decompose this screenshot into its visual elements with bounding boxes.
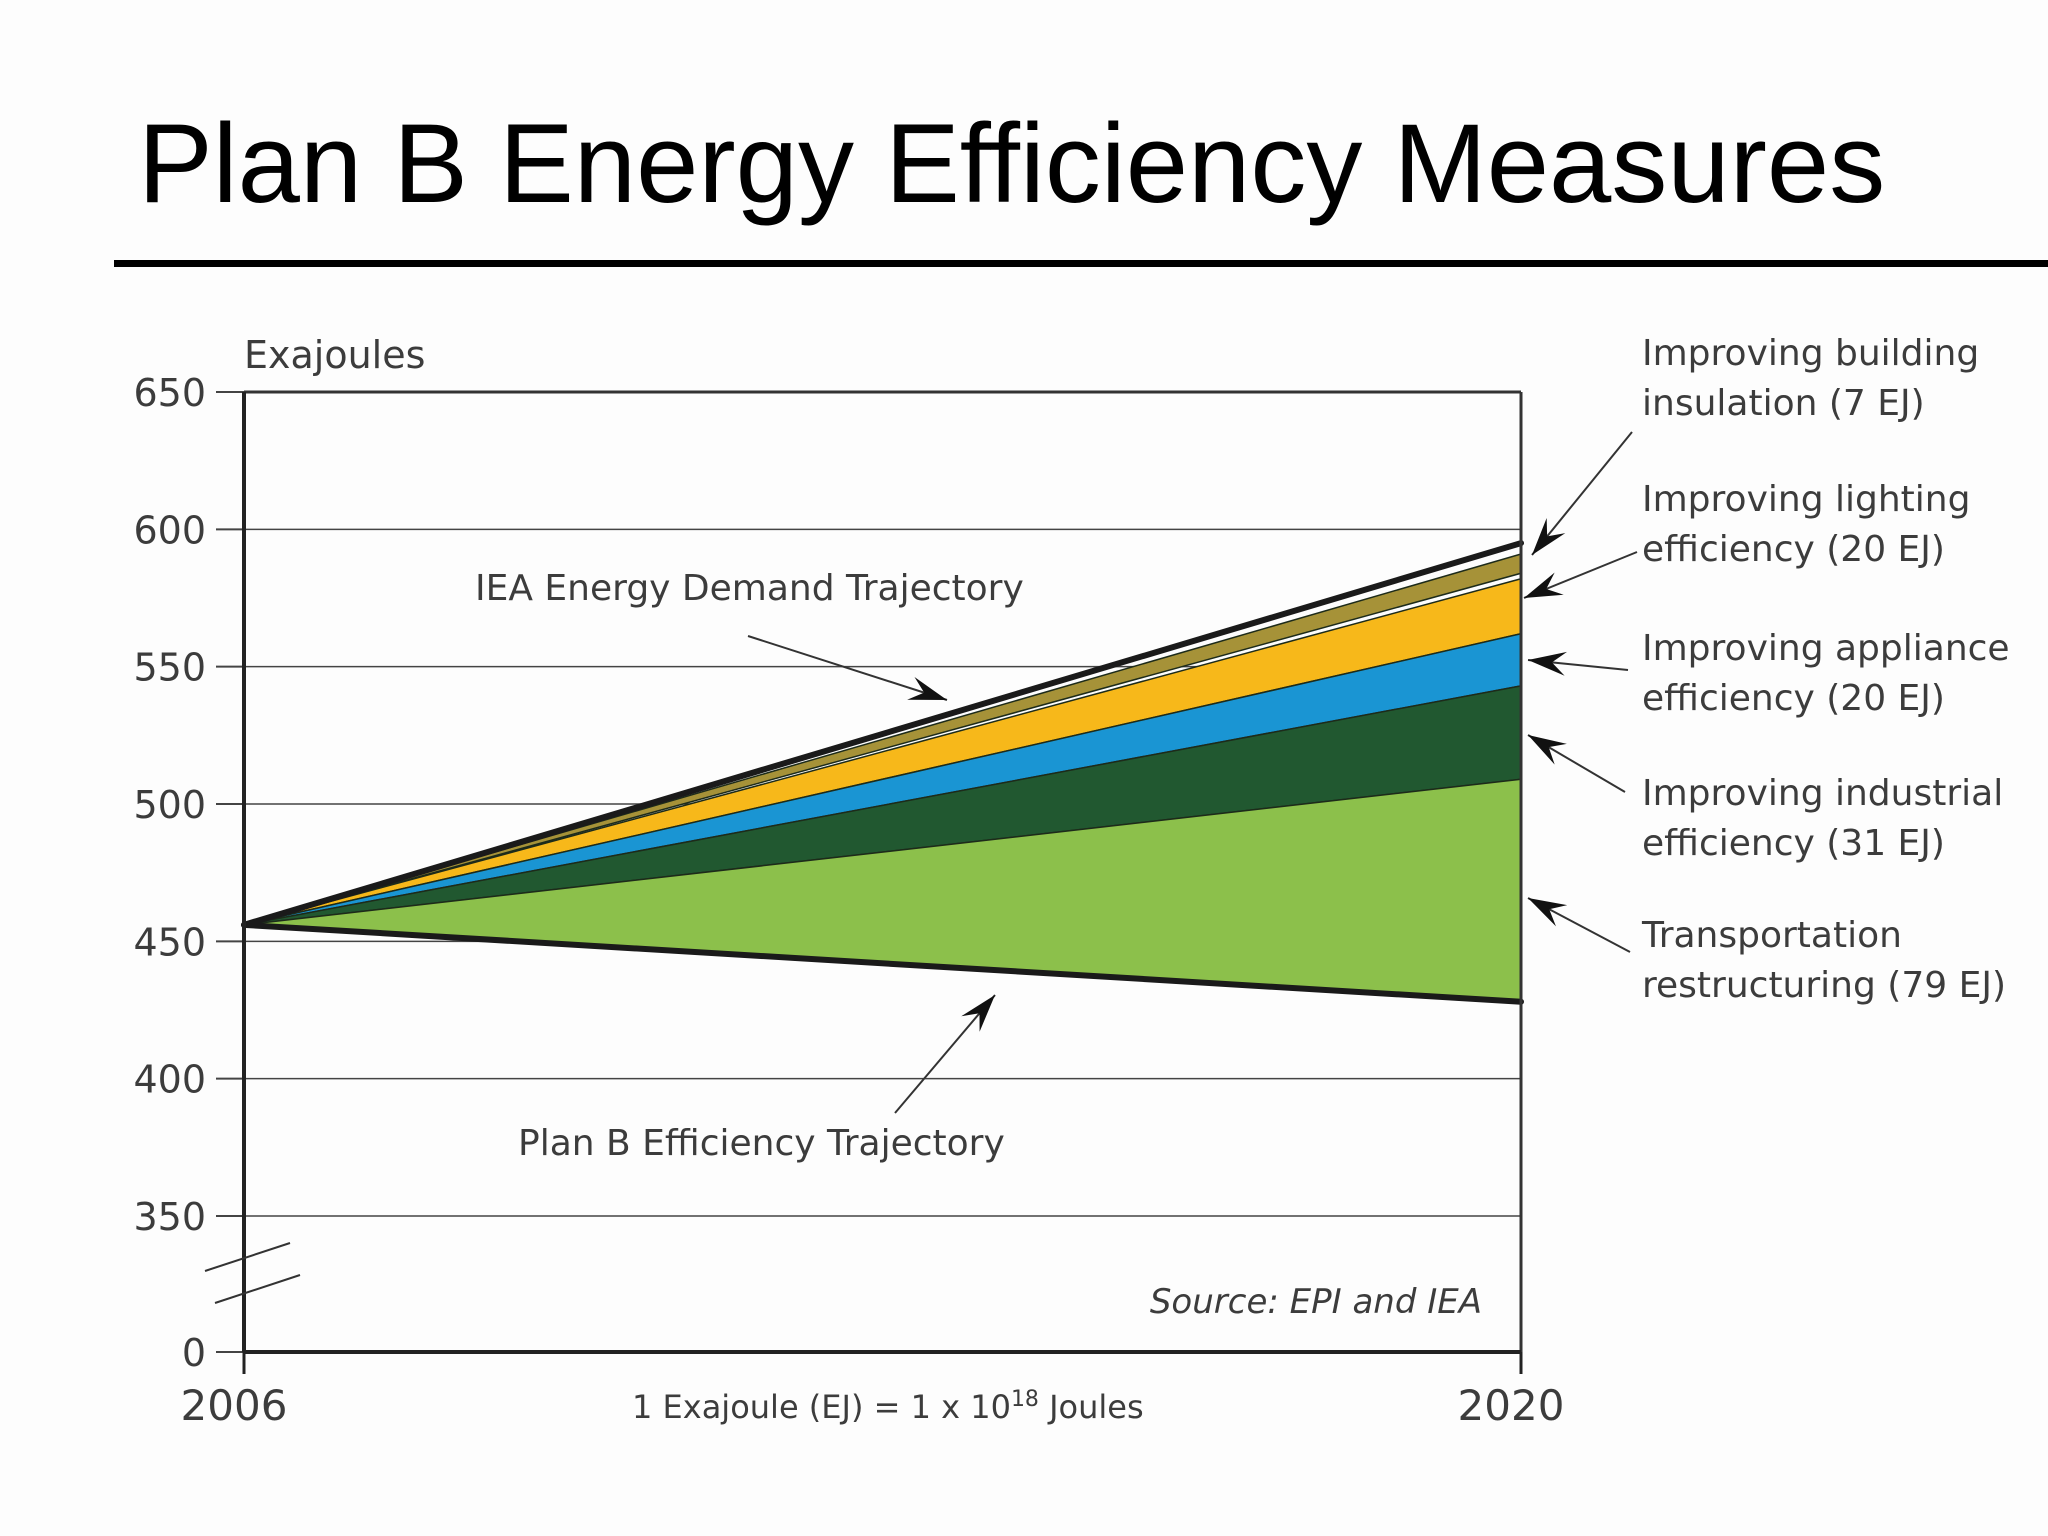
planb-arrow-head: [961, 995, 995, 1032]
y-axis-title: Exajoules: [244, 333, 425, 377]
iea-demand-line: [241, 540, 1524, 928]
band-label-3-line1: Improving appliance: [1642, 628, 2010, 669]
band-label-4-line1: Improving industrial: [1642, 773, 2003, 814]
y-tick-label-450: 450: [133, 920, 206, 964]
insulation-arrow-shaft: [1531, 431, 1633, 556]
slide-title: Plan B Energy Efficiency Measures: [138, 101, 1886, 226]
planb-efficiency-line: [241, 921, 1524, 1005]
y-tick-label-0: 0: [182, 1331, 206, 1375]
band-label-4-line2: efficiency (31 EJ): [1642, 823, 1945, 864]
iea-trajectory-label: IEA Energy Demand Trajectory: [475, 568, 1024, 609]
x-tick-label-2006: 2006: [181, 1381, 288, 1430]
x-tick-label-2020: 2020: [1458, 1381, 1565, 1430]
axis-break-mark-1: [204, 1242, 291, 1272]
band-label-5-line2: restructuring (79 EJ): [1642, 965, 2006, 1006]
y-tick-label-400: 400: [133, 1058, 206, 1102]
insulation-arrow-head: [1532, 517, 1566, 555]
axes: [204, 390, 1523, 1374]
planb-trajectory-label: Plan B Efficiency Trajectory: [518, 1123, 1005, 1164]
band-label-3-line2: efficiency (20 EJ): [1642, 678, 1945, 719]
transport-arrow-head: [1528, 898, 1568, 927]
lighting-arrow-head: [1524, 572, 1564, 598]
annotations: IEA Energy Demand Trajectory Plan B Effic…: [475, 431, 1638, 1426]
appliance-arrow-head: [1528, 651, 1568, 676]
y-tick-label-350: 350: [133, 1195, 206, 1239]
tick-labels: 0 350 400 450 500 550 600 650 2006 2020 Exajoules: [133, 333, 1564, 1430]
industrial-arrow-head: [1528, 735, 1567, 765]
iea-arrow-head: [907, 676, 947, 700]
source-note: Source: EPI and IEA: [1150, 1282, 1482, 1322]
y-tick-label-550: 550: [133, 646, 206, 690]
trajectory-lines: [241, 540, 1524, 1005]
band-label-1-line1: Improving building: [1642, 333, 1979, 374]
band-labels: Improving building insulation (7 EJ) Impro…: [1641, 333, 2010, 1006]
band-label-5-line1: Transportation: [1641, 915, 1902, 956]
y-tick-label-500: 500: [133, 783, 206, 827]
unit-note-main: 1 Exajoule (EJ) = 1 x 10: [632, 1388, 1011, 1426]
y-tick-label-650: 650: [133, 371, 206, 415]
band-label-1-line2: insulation (7 EJ): [1642, 383, 1925, 424]
band-label-2-line1: Improving lighting: [1642, 479, 1970, 520]
y-tick-label-600: 600: [133, 508, 206, 552]
planb-arrow-shaft: [894, 994, 996, 1114]
title-rule: [114, 260, 2048, 267]
unit-note: 1 Exajoule (EJ) = 1 x 1018 Joules: [632, 1387, 1144, 1426]
iea-arrow-shaft: [747, 635, 948, 701]
unit-note-exponent: 18: [1011, 1387, 1039, 1412]
unit-note-end: Joules: [1039, 1388, 1144, 1426]
band-label-2-line2: efficiency (20 EJ): [1642, 529, 1945, 570]
axis-break-mark-2: [214, 1274, 301, 1304]
